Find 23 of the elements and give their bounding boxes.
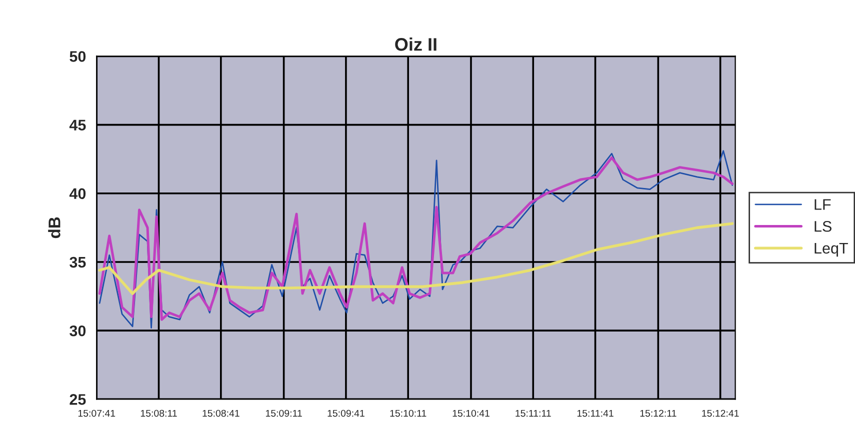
x-tick-label: 15:09:11 [266, 410, 302, 417]
y-tick-label: 45 [69, 120, 86, 130]
line-series [98, 222, 734, 295]
x-tick-label: 15:08:41 [202, 410, 240, 417]
x-tick-label: 15:10:41 [452, 410, 490, 417]
chart-title: Oiz II [395, 38, 436, 51]
x-tick-label: 15:12:41 [702, 410, 739, 417]
y-tick-label: 30 [70, 325, 86, 336]
y-tick-label: 35 [70, 256, 86, 268]
y-axis-title: dB [48, 217, 60, 238]
legend-label: LS [814, 220, 832, 232]
x-tick-label: 15:11:11 [516, 410, 551, 417]
x-tick-label: 15:10:11 [390, 410, 426, 417]
x-tick-label: 15:08:11 [140, 410, 177, 417]
x-tick-label: 15:07:41 [78, 410, 116, 417]
legend-label: LF [814, 199, 831, 210]
y-tick-label: 40 [69, 188, 86, 200]
x-tick-label: 15:09:41 [328, 410, 364, 417]
y-tick-label: 25 [70, 394, 86, 405]
y-tick-label: 50 [70, 51, 86, 62]
x-tick-label: 15:11:41 [577, 410, 614, 417]
x-tick-label: 15:12:11 [640, 410, 676, 417]
legend-label: LeqT [814, 243, 848, 257]
